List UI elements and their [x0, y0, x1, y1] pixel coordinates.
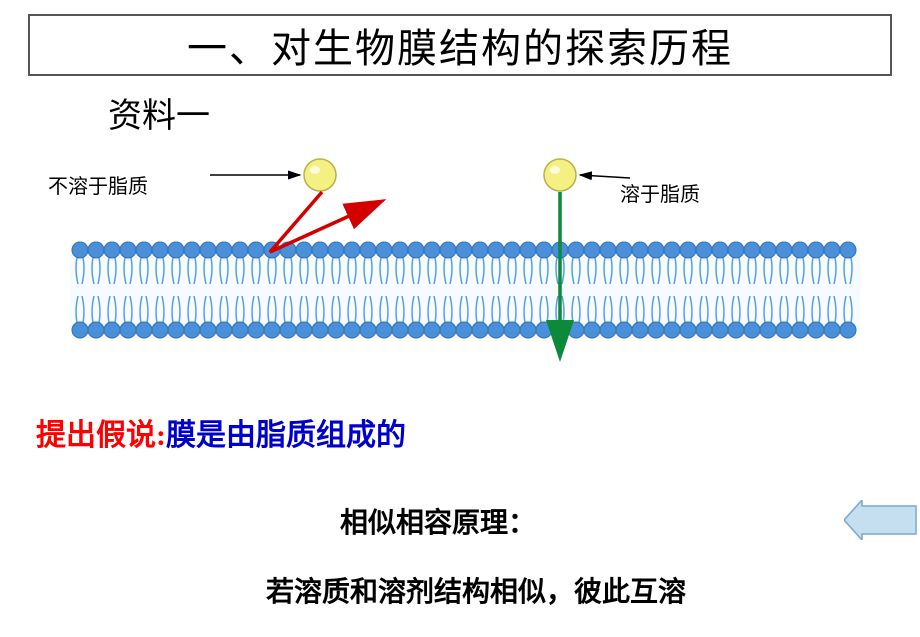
hypothesis-lead: 提出假说: [36, 419, 166, 452]
block-arrow-icon [844, 500, 918, 540]
principle-title: 相似相容原理： [340, 501, 536, 541]
page-title: 一、对生物膜结构的探索历程 [187, 16, 733, 74]
hypothesis-body: 膜是由脂质组成的 [166, 419, 406, 452]
membrane-diagram [60, 140, 860, 370]
label-soluble: 溶于脂质 [620, 178, 700, 207]
principle-body: 若溶质和溶剂结构相似，彼此互溶 [266, 570, 686, 610]
title-box: 一、对生物膜结构的探索历程 [28, 14, 892, 76]
label-insoluble: 不溶于脂质 [48, 170, 148, 199]
subtitle: 资料一 [108, 88, 210, 137]
hypothesis: 提出假说:膜是由脂质组成的 [36, 410, 406, 454]
